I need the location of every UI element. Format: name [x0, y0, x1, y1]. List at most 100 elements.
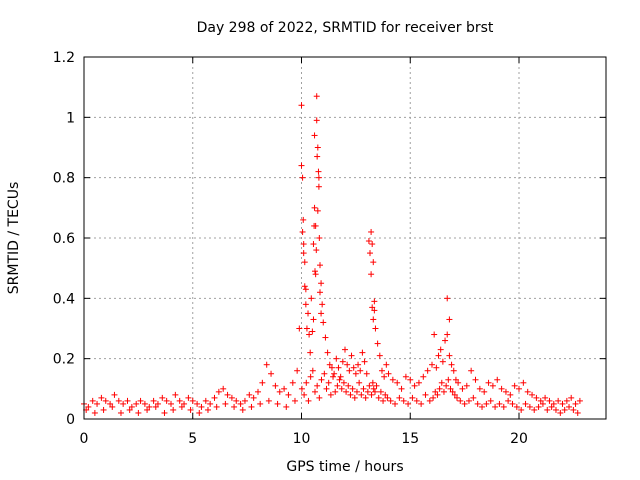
data-point	[94, 400, 101, 407]
data-point	[301, 391, 308, 398]
data-point	[400, 397, 407, 404]
data-point	[133, 400, 140, 407]
data-point	[300, 250, 307, 257]
data-point	[500, 403, 507, 410]
data-point	[546, 397, 553, 404]
data-point	[111, 391, 118, 398]
data-point	[300, 241, 307, 248]
data-point	[446, 352, 453, 359]
data-point	[294, 367, 301, 374]
data-point	[405, 400, 412, 407]
data-point	[211, 394, 218, 401]
data-point	[568, 394, 575, 401]
data-point	[194, 400, 201, 407]
data-point	[552, 406, 559, 413]
data-point	[380, 397, 387, 404]
data-point	[314, 382, 321, 389]
data-point	[566, 403, 573, 410]
data-point	[381, 373, 388, 380]
data-point	[370, 316, 377, 323]
data-point	[309, 328, 316, 335]
data-point	[357, 367, 364, 374]
data-point	[170, 406, 177, 413]
data-point	[302, 286, 309, 293]
data-point	[198, 403, 205, 410]
data-point	[302, 301, 309, 308]
data-point	[202, 397, 209, 404]
data-point	[358, 391, 365, 398]
y-tick-label: 1.2	[53, 50, 75, 66]
data-point	[451, 391, 458, 398]
data-point	[231, 403, 238, 410]
data-point	[383, 361, 390, 368]
data-point	[176, 397, 183, 404]
data-point	[346, 367, 353, 374]
data-point	[233, 397, 240, 404]
data-point	[331, 370, 338, 377]
data-point	[343, 388, 350, 395]
data-point	[502, 388, 509, 395]
data-point	[322, 334, 329, 341]
data-point	[313, 93, 320, 100]
data-point	[289, 379, 296, 386]
data-point	[314, 144, 321, 151]
data-point	[311, 388, 318, 395]
data-point	[479, 403, 486, 410]
data-point	[311, 222, 318, 229]
data-point	[299, 174, 306, 181]
data-point	[511, 382, 518, 389]
y-tick-label: 0.4	[53, 291, 75, 307]
data-point	[213, 403, 220, 410]
data-point	[572, 400, 579, 407]
data-point	[181, 400, 188, 407]
data-point	[285, 391, 292, 398]
data-point	[319, 301, 326, 308]
data-point	[422, 391, 429, 398]
data-point	[89, 397, 96, 404]
data-point	[470, 394, 477, 401]
data-point	[574, 409, 581, 416]
data-point	[314, 153, 321, 160]
y-tick-label: 0.6	[53, 231, 75, 247]
data-point	[570, 406, 577, 413]
data-point	[349, 385, 356, 392]
data-point	[396, 394, 403, 401]
data-point	[374, 340, 381, 347]
data-point	[539, 400, 546, 407]
data-point	[409, 394, 416, 401]
data-point	[168, 400, 174, 407]
data-point	[487, 397, 494, 404]
data-point	[128, 403, 135, 410]
data-point	[385, 370, 392, 377]
x-tick-label: 15	[401, 431, 419, 447]
data-point	[339, 358, 346, 365]
data-point	[411, 382, 418, 389]
data-point	[306, 331, 313, 338]
data-point	[435, 352, 442, 359]
data-point	[305, 397, 312, 404]
data-point	[102, 397, 109, 404]
data-point	[351, 394, 358, 401]
data-point	[298, 162, 305, 169]
x-tick-label: 5	[188, 431, 197, 447]
data-point	[522, 400, 529, 407]
y-tick-label: 0.2	[53, 352, 75, 368]
data-point	[485, 379, 492, 386]
data-point	[340, 379, 347, 386]
data-point	[489, 382, 496, 389]
data-point	[434, 391, 441, 398]
data-point	[207, 400, 214, 407]
data-point	[152, 403, 159, 410]
data-point	[347, 391, 354, 398]
data-point	[415, 379, 422, 386]
data-point	[398, 385, 405, 392]
data-point	[315, 168, 322, 175]
data-point	[494, 376, 501, 383]
data-point	[220, 385, 227, 392]
chart-title: Day 298 of 2022, SRMTID for receiver brs…	[197, 20, 494, 36]
data-point	[307, 373, 314, 380]
data-point	[335, 364, 342, 371]
data-point	[248, 403, 255, 410]
data-point	[440, 388, 447, 395]
data-point	[324, 349, 331, 356]
